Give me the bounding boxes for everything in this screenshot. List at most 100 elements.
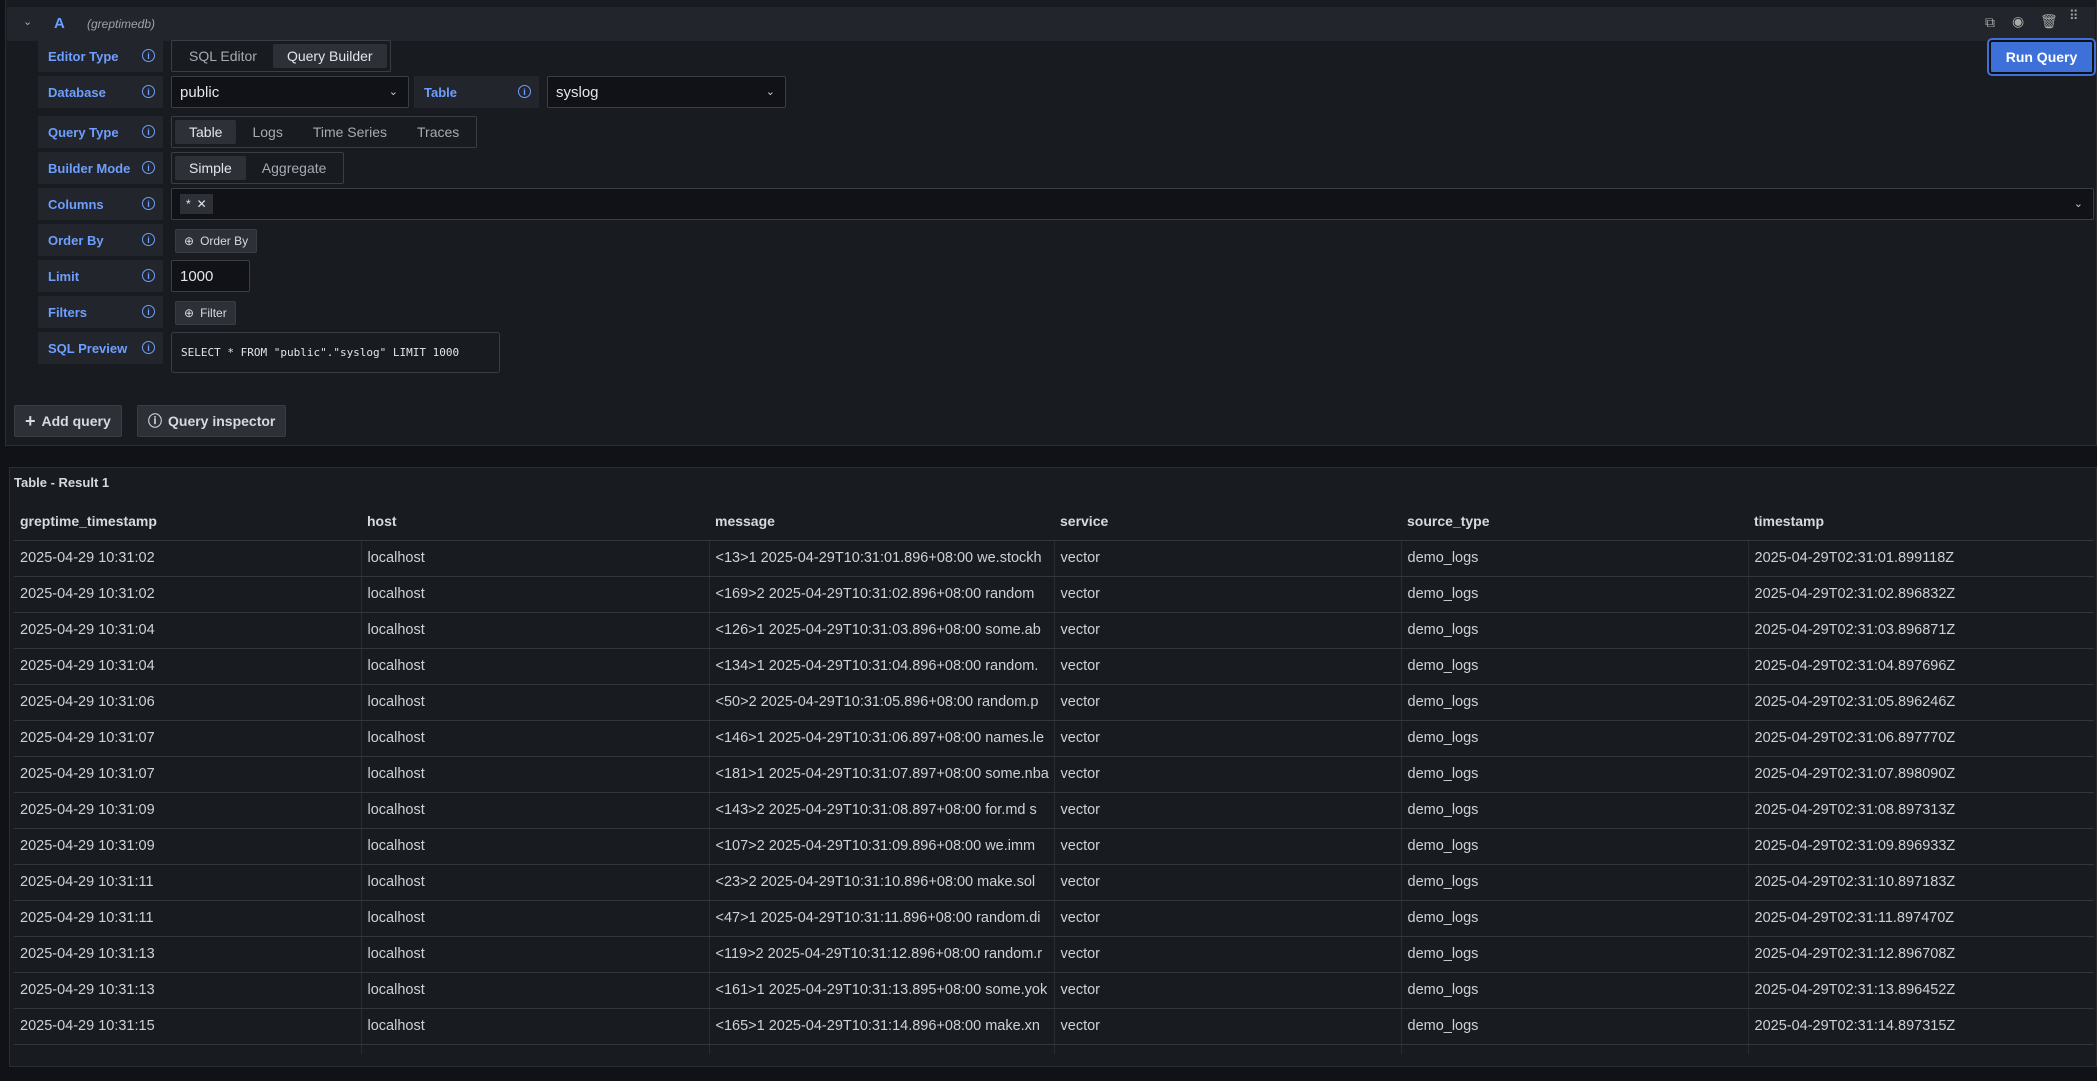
button-label: Query inspector <box>168 413 276 429</box>
cell-empty <box>360 1044 709 1054</box>
option-traces[interactable]: Traces <box>417 124 460 140</box>
table-select[interactable]: syslog ⌄ <box>547 76 786 108</box>
table-row: 2025-04-29 10:31:06 localhost <50>2 2025-0… <box>14 684 2094 721</box>
cell-timestamp: 2025-04-29T02:31:05.896246Z <box>1747 684 2094 721</box>
editor-type-label: Editor Type i <box>38 40 163 72</box>
cell-service: vector <box>1053 936 1401 973</box>
cell-source-type: demo_logs <box>1400 648 1748 685</box>
limit-label: Limit i <box>38 260 163 292</box>
info-icon[interactable]: i <box>142 161 155 174</box>
builder-mode-toggle[interactable]: Simple Aggregate <box>171 152 345 184</box>
cell-timestamp: 2025-04-29T02:31:03.896871Z <box>1747 612 2094 649</box>
editor-type-toggle[interactable]: SQL Editor Query Builder <box>171 40 391 72</box>
cell-message: <126>1 2025-04-29T10:31:03.896+08:00 som… <box>708 612 1054 649</box>
option-sql-editor[interactable]: SQL Editor <box>189 48 257 64</box>
table-header-row: greptime_timestamp host message service sour… <box>14 502 2094 541</box>
cell-source-type: demo_logs <box>1400 540 1748 577</box>
label-text: Columns <box>48 196 104 212</box>
option-query-builder[interactable]: Query Builder <box>272 44 387 68</box>
cell-service: vector <box>1053 900 1401 937</box>
column-header-service[interactable]: service <box>1054 502 1401 541</box>
chevron-down-icon: ⌄ <box>388 86 398 98</box>
columns-select[interactable]: * ✕ ⌄ <box>171 188 2094 220</box>
cell-service: vector <box>1053 648 1401 685</box>
cell-greptime-timestamp: 2025-04-29 10:31:13 <box>14 972 361 1009</box>
cell-source-type: demo_logs <box>1400 756 1748 793</box>
table-row: 2025-04-29 10:31:13 localhost <119>2 2025-… <box>14 936 2094 973</box>
cell-service: vector <box>1053 1008 1401 1045</box>
info-icon[interactable]: i <box>518 85 531 98</box>
info-icon[interactable]: i <box>142 341 155 354</box>
column-header-message[interactable]: message <box>709 502 1054 541</box>
label-text: Editor Type <box>48 48 119 64</box>
table-row: 2025-04-29 10:31:11 localhost <23>2 2025-0… <box>14 864 2094 901</box>
cell-host: localhost <box>360 1008 709 1045</box>
option-logs[interactable]: Logs <box>252 124 283 140</box>
info-icon[interactable]: i <box>142 269 155 282</box>
info-icon[interactable]: i <box>142 85 155 98</box>
cell-host: localhost <box>360 612 709 649</box>
table-row: 2025-04-29 10:31:07 localhost <146>1 2025-… <box>14 720 2094 757</box>
add-order-by-button[interactable]: ⊕ Order By <box>175 229 258 253</box>
cell-message: <107>2 2025-04-29T10:31:09.896+08:00 we.… <box>708 828 1054 865</box>
cell-host: localhost <box>360 972 709 1009</box>
trash-icon[interactable]: 🗑 <box>2040 13 2058 29</box>
option-table[interactable]: Table <box>175 120 237 144</box>
cell-timestamp: 2025-04-29T02:31:13.896452Z <box>1747 972 2094 1009</box>
cell-greptime-timestamp: 2025-04-29 10:31:09 <box>14 792 361 829</box>
collapse-chevron-icon[interactable]: ⌄ <box>23 16 33 28</box>
cell-timestamp: 2025-04-29T02:31:02.896832Z <box>1747 576 2094 613</box>
cell-greptime-timestamp: 2025-04-29 10:31:07 <box>14 756 361 793</box>
column-header-timestamp[interactable]: timestamp <box>1748 502 2094 541</box>
info-icon[interactable]: i <box>142 233 155 246</box>
run-query-button[interactable]: Run Query <box>1987 38 2096 76</box>
sql-preview-label: SQL Preview i <box>38 332 163 364</box>
cell-host: localhost <box>360 540 709 577</box>
cell-empty <box>1053 1044 1401 1054</box>
cell-host: localhost <box>360 756 709 793</box>
columns-label: Columns i <box>38 188 163 220</box>
cell-message: <47>1 2025-04-29T10:31:11.896+08:00 rand… <box>708 900 1054 937</box>
database-select[interactable]: public ⌄ <box>171 76 409 108</box>
query-type-label: Query Type i <box>38 116 163 148</box>
plus-circle-icon: ⊕ <box>184 234 195 248</box>
info-icon[interactable]: i <box>142 125 155 138</box>
duplicate-icon[interactable]: ⧉ <box>1985 14 1995 30</box>
drag-handle-icon[interactable]: ⠿ <box>2069 8 2079 23</box>
option-simple[interactable]: Simple <box>175 156 246 180</box>
column-header-greptime-timestamp[interactable]: greptime_timestamp <box>14 502 361 541</box>
info-icon[interactable]: i <box>142 197 155 210</box>
chevron-down-icon: ⌄ <box>765 86 775 98</box>
cell-message: <161>1 2025-04-29T10:31:13.895+08:00 som… <box>708 972 1054 1009</box>
cell-timestamp: 2025-04-29T02:31:08.897313Z <box>1747 792 2094 829</box>
cell-greptime-timestamp: 2025-04-29 10:31:02 <box>14 540 361 577</box>
query-type-toggle[interactable]: Table Logs Time Series Traces <box>171 116 478 148</box>
option-time-series[interactable]: Time Series <box>312 124 387 140</box>
cell-message: <165>1 2025-04-29T10:31:14.896+08:00 mak… <box>708 1008 1054 1045</box>
cell-message: <134>1 2025-04-29T10:31:04.896+08:00 ran… <box>708 648 1054 685</box>
cell-message: <181>1 2025-04-29T10:31:07.897+08:00 som… <box>708 756 1054 793</box>
table-row: 2025-04-29 10:31:15 localhost <165>1 2025-… <box>14 1008 2094 1045</box>
info-icon[interactable]: i <box>142 305 155 318</box>
cell-service: vector <box>1053 972 1401 1009</box>
query-ref[interactable]: A <box>54 15 65 32</box>
option-aggregate[interactable]: Aggregate <box>261 160 327 176</box>
column-header-source-type[interactable]: source_type <box>1401 502 1748 541</box>
query-inspector-button[interactable]: ⓘ Query inspector <box>137 405 287 437</box>
table-row: 2025-04-29 10:31:13 localhost <161>1 2025-… <box>14 972 2094 1009</box>
eye-icon[interactable]: ◉ <box>2012 13 2025 29</box>
limit-input[interactable]: 1000 <box>171 260 250 292</box>
table-row: 2025-04-29 10:31:02 localhost <13>1 2025-0… <box>14 540 2094 577</box>
add-filter-button[interactable]: ⊕ Filter <box>175 301 236 325</box>
cell-empty <box>14 1044 361 1054</box>
cell-empty <box>1400 1044 1748 1054</box>
column-header-host[interactable]: host <box>361 502 709 541</box>
close-icon[interactable]: ✕ <box>196 197 207 211</box>
database-value: public <box>180 83 220 101</box>
label-text: Limit <box>48 268 80 284</box>
info-icon[interactable]: i <box>142 49 155 62</box>
cell-greptime-timestamp: 2025-04-29 10:31:06 <box>14 684 361 721</box>
plus-circle-icon: ⊕ <box>184 306 195 320</box>
cell-greptime-timestamp: 2025-04-29 10:31:04 <box>14 612 361 649</box>
add-query-button[interactable]: + Add query <box>14 405 122 437</box>
